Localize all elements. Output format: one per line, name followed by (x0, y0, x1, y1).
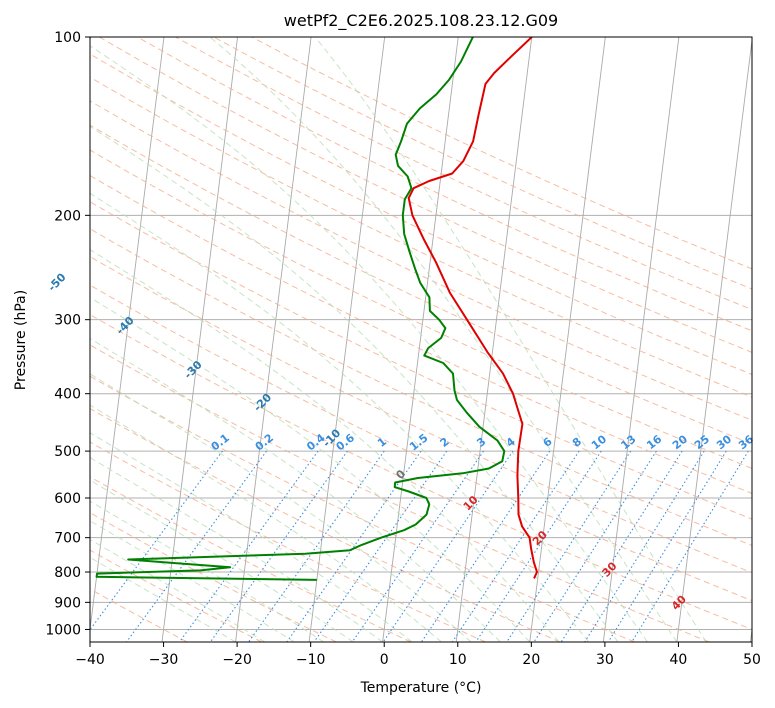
moist-adiabat-line (209, 37, 678, 642)
isotherm-line (235, 37, 312, 642)
moist-adiabat-line (90, 500, 325, 642)
profiles (95, 37, 538, 581)
x-tick-label: 10 (449, 652, 467, 668)
dry-adiabat-line (90, 256, 752, 574)
y-axis-label: Pressure (hPa) (13, 290, 29, 390)
isotherm-line (676, 37, 752, 642)
y-tick-label: 400 (54, 387, 81, 403)
moist-adiabat-line (90, 337, 501, 642)
moist-adiabat-line (90, 432, 413, 642)
plot-frame (89, 36, 753, 643)
dry-adiabat-line (90, 407, 561, 642)
y-tick-label: 1000 (45, 622, 81, 638)
x-tick-label: 40 (670, 652, 688, 668)
x-tick-label: 0 (380, 652, 389, 668)
moist-adiabat-line (90, 373, 472, 642)
y-tick-label: 200 (54, 208, 81, 224)
dry-adiabat-line (90, 100, 752, 421)
mixing-ratio-line (584, 450, 705, 642)
x-tick-label: −40 (75, 652, 105, 668)
dry-adiabat-line (90, 313, 752, 630)
mixing-ratio-line (533, 450, 657, 642)
mixing-ratio-line (631, 450, 749, 642)
moist-adiabat-line (90, 479, 354, 642)
moist-adiabat-line (90, 125, 619, 642)
dry-adiabat-line (90, 284, 752, 602)
isotherm-line (382, 37, 459, 642)
isotherm-line (90, 37, 165, 634)
moist-adiabat-line (90, 249, 560, 642)
x-axis-label: Temperature (°C) (360, 680, 482, 696)
dry-adiabat-line (90, 201, 752, 520)
x-tick-label: −10 (296, 652, 326, 668)
dry-adiabat-line (90, 512, 337, 642)
mixing-ratio-line (126, 450, 267, 642)
mixing-ratio-line (248, 450, 385, 642)
temperature-profile-line (407, 37, 538, 579)
mixing-ratio-line (560, 450, 683, 642)
mixing-ratio-line (313, 450, 448, 642)
y-tick-label: 100 (54, 30, 81, 46)
dry-adiabat-line (90, 375, 635, 642)
mixing-ratio-line (178, 450, 319, 642)
dry-adiabat-line (90, 53, 752, 375)
moist-adiabat-line (90, 192, 589, 642)
dry-adiabat-line (213, 37, 752, 290)
isotherm-line (529, 37, 606, 642)
moist-adiabat-line (90, 520, 295, 642)
y-tick-label: 700 (54, 531, 81, 547)
isotherm-line (602, 37, 680, 642)
dry-adiabat-line (90, 228, 752, 547)
y-axis-ticks: 100 200 300 400 500 600 700 800 900 1000 (45, 30, 90, 638)
dry-adiabat-line (175, 37, 752, 311)
x-axis-ticks: −40 −30 −20 −10 0 10 20 30 40 50 (75, 642, 761, 668)
dewpoint-profile-line (95, 37, 506, 581)
x-tick-label: 50 (743, 652, 761, 668)
mixing-ratio-line (382, 450, 514, 642)
y-tick-label: 600 (54, 491, 81, 507)
moist-adiabat-line (314, 37, 707, 642)
moist-adiabat-line (90, 45, 648, 642)
dry-adiabat-line (90, 441, 486, 642)
chart-title: wetPf2_C2E6.2025.108.23.12.G09 (284, 11, 558, 31)
dry-adiabat-line (90, 549, 262, 642)
dry-adiabat-line (90, 124, 752, 445)
background-lines (90, 37, 752, 642)
dry-adiabat-line (90, 344, 710, 642)
dry-adiabat-line (99, 37, 752, 353)
x-tick-label: −20 (222, 652, 252, 668)
dry-adiabat-line (90, 476, 412, 642)
mixing-ratio-line (286, 450, 422, 642)
moist-adiabat-line (90, 296, 531, 642)
y-tick-label: 900 (54, 595, 81, 611)
y-tick-label: 300 (54, 313, 81, 329)
y-tick-label: 800 (54, 565, 81, 581)
y-tick-label: 500 (54, 444, 81, 460)
x-tick-label: 30 (596, 652, 614, 668)
x-tick-label: −30 (149, 652, 179, 668)
mixing-ratio-line (351, 450, 484, 642)
moist-adiabat-line (90, 456, 383, 642)
x-tick-label: 20 (522, 652, 540, 668)
mixing-ratio-line (607, 450, 727, 642)
isotherm-line (161, 37, 239, 642)
